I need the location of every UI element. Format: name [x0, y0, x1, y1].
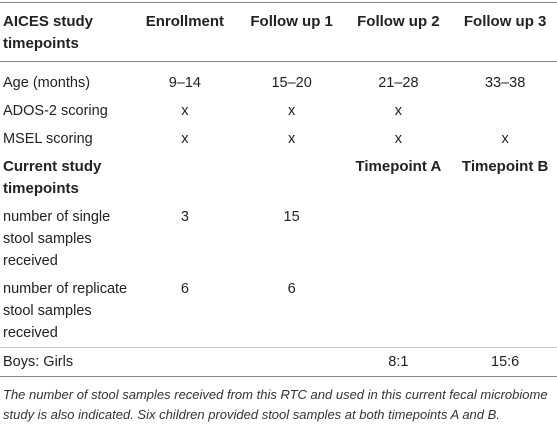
table-cell: x — [181, 103, 189, 119]
header-cell: Follow up 3 — [463, 13, 547, 30]
table-cell: Current study timepoints — [3, 158, 102, 197]
table-cell: 15–20 — [271, 75, 312, 91]
empty-cell — [344, 275, 451, 348]
table-cell: 15 — [283, 209, 300, 225]
table-cell: x — [394, 131, 402, 147]
table-cell: x — [181, 131, 189, 147]
table-row: Boys: Girls 8:1 15:6 — [0, 347, 557, 377]
header-cell: AICES study timepoints — [3, 13, 94, 52]
header-cell: Enrollment — [145, 13, 225, 30]
table-cell: 8:1 — [388, 354, 409, 370]
empty-cell — [450, 275, 557, 348]
table-cell: Age (months) — [3, 75, 91, 91]
table-cell: Timepoint A — [355, 158, 442, 175]
table-cell: 6 — [180, 281, 189, 297]
table-header: AICES study timepoints Enrollment Follow u… — [0, 3, 557, 62]
table-cell: 9–14 — [168, 75, 201, 91]
table-cell: x — [288, 131, 296, 147]
empty-cell — [130, 153, 237, 203]
table-row: Age (months) 9–14 15–20 21–28 33–38 — [0, 62, 557, 98]
header-cell: Follow up 2 — [357, 13, 440, 30]
empty-cell — [450, 97, 557, 125]
table-cell: 21–28 — [378, 75, 419, 91]
table-cell: Timepoint B — [461, 158, 549, 175]
table-row: number of replicate stool samples receiv… — [0, 275, 557, 348]
table-cell: 6 — [287, 281, 296, 297]
table-row: number of single stool samples received 3… — [0, 203, 557, 275]
table-cell: 33–38 — [484, 75, 526, 91]
table-cell: Boys: Girls — [3, 354, 74, 370]
table-cell: number of replicate stool samples receiv… — [3, 281, 128, 341]
header-cell: Follow up 1 — [250, 13, 333, 30]
table-caption: The number of stool samples received fro… — [3, 387, 548, 422]
empty-cell — [237, 153, 344, 203]
table-row: Current study timepoints Timepoint A Timep… — [0, 153, 557, 203]
table-cell: x — [394, 103, 402, 119]
data-table: AICES study timepoints Enrollment Follow u… — [0, 2, 557, 377]
table-row: MSEL scoring x x x x — [0, 125, 557, 153]
table-row: ADOS-2 scoring x x x — [0, 97, 557, 125]
empty-cell — [344, 203, 451, 275]
table-cell: number of single stool samples received — [3, 209, 111, 269]
table-cell: x — [501, 131, 509, 147]
empty-cell — [130, 348, 237, 377]
table-body: Age (months) 9–14 15–20 21–28 33–38 ADOS-2 sc… — [0, 62, 557, 377]
table-cell: MSEL scoring — [3, 131, 93, 147]
table-cell: x — [288, 103, 296, 119]
table-cell: 3 — [180, 209, 189, 225]
empty-cell — [450, 203, 557, 275]
header-row: AICES study timepoints Enrollment Follow u… — [0, 3, 557, 62]
table-cell: ADOS-2 scoring — [3, 103, 108, 119]
empty-cell — [237, 348, 344, 377]
table-cell: 15:6 — [491, 354, 520, 370]
